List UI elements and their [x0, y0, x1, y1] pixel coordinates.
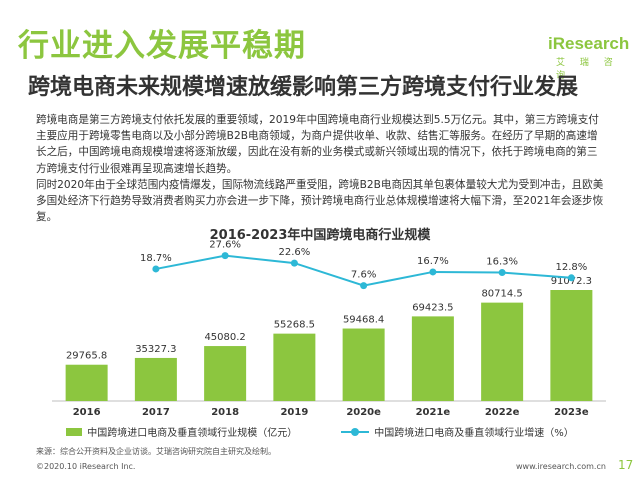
growth-point-2022e: [498, 269, 506, 277]
legend-label-scale: 中国跨境进口电商及垂直领域行业规模（亿元）: [87, 428, 298, 439]
bar-label-2022e: 80714.5: [481, 289, 522, 300]
legend-label-growth: 中国跨境进口电商及垂直领域行业增速（%）: [374, 428, 574, 439]
legend-item-scale: 中国跨境进口电商及垂直领域行业规模（亿元）: [66, 424, 297, 439]
bar-2016: [65, 364, 108, 401]
bar-2019: [273, 333, 316, 401]
footer-copyright: ©2020.10 iResearch Inc.: [36, 462, 136, 471]
bar-label-2017: 35327.3: [135, 344, 176, 355]
bar-2022e: [481, 302, 524, 401]
growth-point-2023e: [567, 274, 575, 282]
logo-subtitle: 艾 瑞 咨 询: [556, 58, 619, 81]
bar-label-2023e: 91072.3: [551, 276, 592, 287]
growth-label-2019: 22.6%: [278, 247, 310, 258]
iresearch-logo: iResearch 艾 瑞 咨 询: [548, 34, 630, 81]
x-tick-2017: 2017: [142, 407, 170, 418]
bar-label-2019: 55268.5: [274, 320, 315, 331]
chart-legend: 中国跨境进口电商及垂直领域行业规模（亿元） 中国跨境进口电商及垂直领域行业增速（…: [0, 424, 640, 439]
x-tick-2020e: 2020e: [346, 407, 381, 418]
source-note: 来源：综合公开资料及企业访谈。艾瑞咨询研究院自主研究及绘制。: [36, 447, 276, 456]
chart-title: 2016-2023年中国跨境电商行业规模: [209, 228, 431, 243]
logo-name: iResearch: [548, 34, 630, 53]
growth-point-2021e: [429, 268, 437, 276]
bar-2017: [134, 357, 177, 401]
page-number: 17: [618, 458, 634, 472]
body-paragraph-2: 同时2020年由于全球范围内疫情爆发，国际物流线路严重受阻，跨境B2B电商因其单…: [36, 178, 604, 224]
growth-label-2022e: 16.3%: [486, 257, 518, 268]
growth-label-2020e: 7.6%: [351, 270, 376, 281]
growth-label-2021e: 16.7%: [417, 256, 449, 267]
section-title: 行业进入发展平稳期: [18, 28, 306, 64]
growth-point-2020e: [360, 282, 368, 290]
growth-label-2018: 27.6%: [209, 240, 241, 251]
bar-label-2021e: 69423.5: [412, 302, 453, 313]
x-tick-2018: 2018: [211, 407, 239, 418]
growth-label-2023e: 12.8%: [555, 262, 587, 273]
body-paragraph-1: 跨境电商是第三方跨境支付依托发展的重要领域，2019年中国跨境电商行业规模达到5…: [36, 114, 599, 175]
growth-label-2017: 18.7%: [140, 253, 172, 264]
growth-point-2017: [152, 265, 160, 273]
bar-2018: [204, 346, 247, 401]
combo-chart: 29765.8 2016 35327.3 2017 45080.2 2018 55268.5…: [52, 240, 606, 418]
x-tick-2023e: 2023e: [554, 407, 589, 418]
x-tick-2016: 2016: [73, 407, 101, 418]
x-tick-2021e: 2021e: [416, 407, 451, 418]
bar-label-2018: 45080.2: [204, 332, 245, 343]
legend-item-growth: 中国跨境进口电商及垂直领域行业增速（%）: [341, 424, 574, 439]
footer-url: www.iresearch.com.cn: [516, 462, 606, 471]
bar-2020e: [342, 328, 385, 401]
x-tick-2022e: 2022e: [485, 407, 520, 418]
growth-point-2019: [290, 259, 298, 267]
bar-label-2020e: 59468.4: [343, 315, 384, 326]
x-tick-2019: 2019: [280, 407, 308, 418]
bar-2021e: [411, 316, 454, 401]
slide-headline: 跨境电商未来规模增速放缓影响第三方跨境支付行业发展: [28, 75, 579, 100]
legend-line-swatch: [341, 427, 370, 436]
body-text: 跨境电商是第三方跨境支付依托发展的重要领域，2019年中国跨境电商行业规模达到5…: [36, 112, 608, 225]
bar-2023e: [550, 290, 593, 401]
bar-label-2016: 29765.8: [66, 351, 107, 362]
legend-bar-swatch: [66, 427, 83, 436]
growth-point-2018: [221, 252, 229, 260]
